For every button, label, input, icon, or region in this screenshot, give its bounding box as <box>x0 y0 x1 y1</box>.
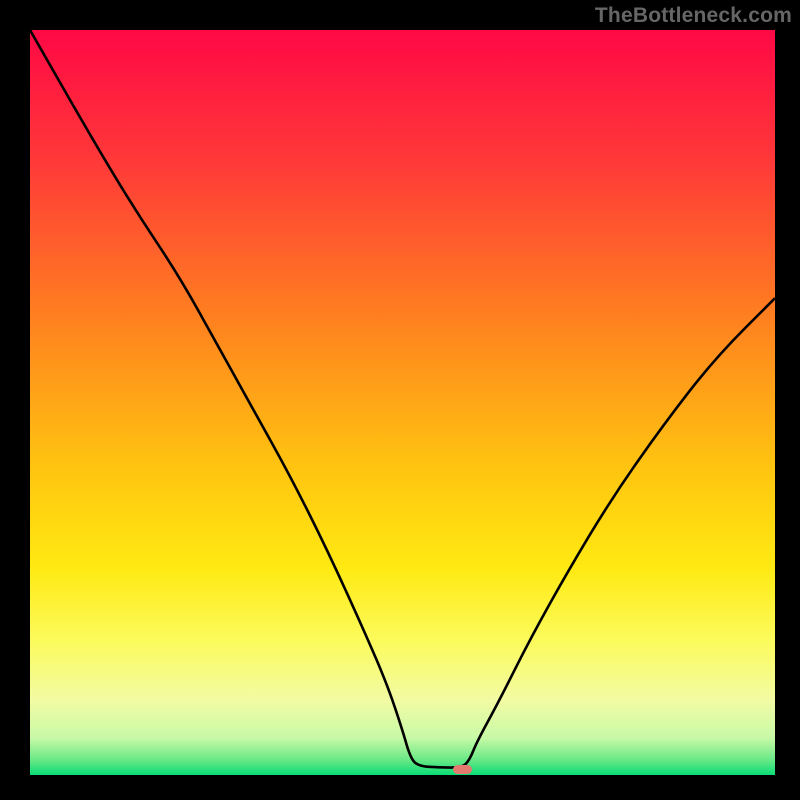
chart-container: TheBottleneck.com <box>0 0 800 800</box>
optimal-point-marker <box>453 765 472 774</box>
watermark-text: TheBottleneck.com <box>595 4 792 28</box>
bottleneck-curve <box>30 30 775 775</box>
curve-path <box>30 30 775 768</box>
plot-area <box>30 30 775 775</box>
